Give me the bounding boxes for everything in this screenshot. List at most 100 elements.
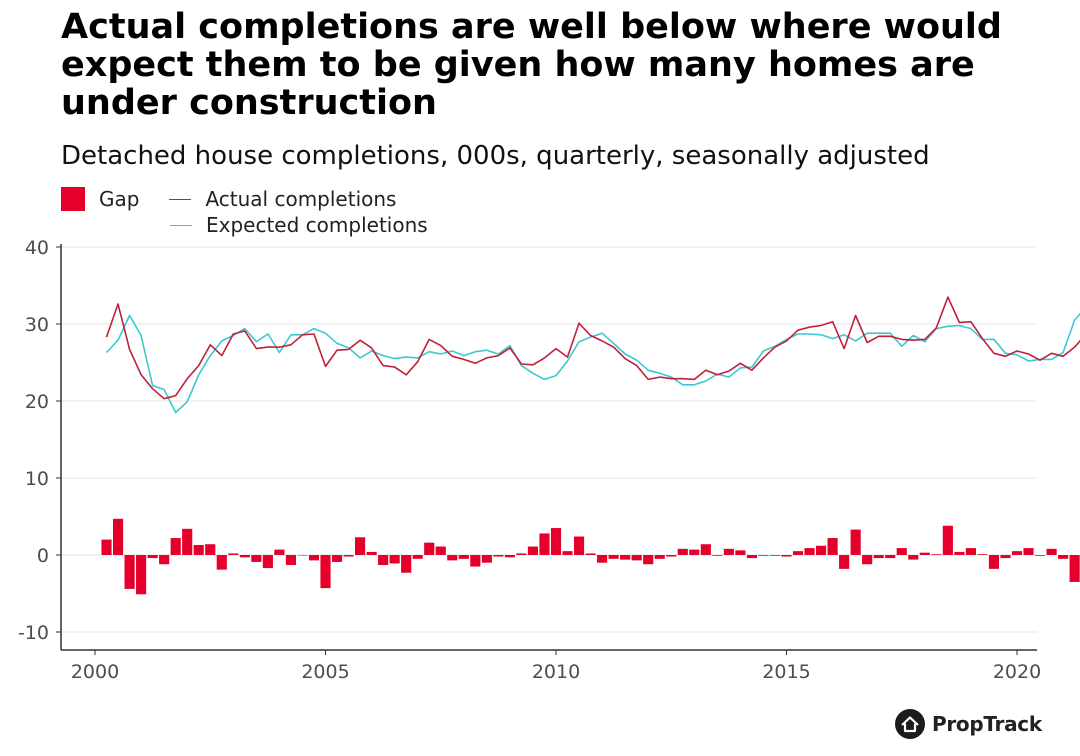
gap-bar bbox=[608, 555, 619, 559]
grid-lines bbox=[61, 246, 1037, 633]
gap-bar bbox=[447, 555, 458, 561]
gap-bar bbox=[643, 555, 654, 565]
gap-bar bbox=[631, 555, 642, 561]
gap-bar bbox=[251, 555, 262, 562]
gap-bar bbox=[516, 553, 527, 555]
gap-bar bbox=[850, 529, 861, 555]
x-tick-label: 2020 bbox=[993, 661, 1041, 683]
gap-bar bbox=[942, 525, 953, 555]
gap-bar bbox=[308, 555, 320, 561]
gap-bar bbox=[988, 555, 1000, 569]
gap-bar bbox=[919, 552, 930, 555]
gap-bar bbox=[723, 548, 734, 555]
chart-subtitle: Detached house completions, 000s, quarte… bbox=[61, 141, 930, 171]
gap-bar bbox=[274, 549, 285, 555]
gap-bar bbox=[182, 528, 193, 555]
gap-bar bbox=[331, 555, 343, 562]
legend-row-2: Expected completions bbox=[61, 212, 428, 238]
gap-bar bbox=[412, 555, 423, 559]
gap-bar bbox=[285, 555, 296, 566]
gap-bar bbox=[112, 518, 124, 555]
gap-bar bbox=[355, 537, 366, 555]
gap-bar bbox=[147, 555, 158, 559]
gap-bar bbox=[170, 538, 181, 555]
gap-bar bbox=[735, 550, 746, 555]
gap-bar bbox=[758, 555, 769, 556]
gap-bar bbox=[1000, 555, 1011, 559]
gap-bar bbox=[1023, 548, 1034, 555]
gap-bar bbox=[839, 555, 850, 569]
legend-gap-swatch bbox=[61, 187, 85, 211]
gap-bar bbox=[746, 555, 757, 559]
gap-bar bbox=[654, 555, 665, 559]
home-icon bbox=[895, 709, 925, 739]
gap-bar bbox=[816, 545, 827, 555]
y-tick-label: 10 bbox=[25, 468, 49, 490]
gap-bar bbox=[366, 551, 377, 555]
gap-bar bbox=[965, 548, 976, 555]
gap-bar bbox=[689, 549, 700, 555]
brand-name: PropTrack bbox=[932, 712, 1042, 736]
gap-bar bbox=[378, 555, 389, 566]
gap-bar bbox=[401, 555, 412, 573]
legend-actual-label: Actual completions bbox=[205, 187, 397, 211]
gap-bar bbox=[228, 553, 239, 555]
series-lines bbox=[105, 296, 1080, 414]
chart-title: Actual completions are well below where … bbox=[61, 7, 1002, 123]
gap-bar bbox=[1069, 555, 1080, 582]
gap-bar bbox=[435, 546, 446, 555]
gap-bar bbox=[101, 539, 112, 555]
gap-bar bbox=[470, 555, 481, 567]
gap-bar bbox=[539, 533, 550, 555]
y-tick-label: 0 bbox=[37, 545, 49, 567]
gap-bar bbox=[320, 555, 331, 589]
gap-bar bbox=[908, 555, 919, 560]
y-tick-label: -10 bbox=[18, 622, 49, 644]
gap-bar bbox=[527, 546, 539, 555]
gap-bar bbox=[677, 548, 688, 555]
gap-bar bbox=[343, 555, 354, 557]
gap-bar bbox=[700, 544, 711, 555]
gap-bar bbox=[550, 528, 562, 555]
gap-bar bbox=[804, 548, 815, 555]
legend-expected-label: Expected completions bbox=[206, 213, 428, 237]
gap-bar bbox=[239, 555, 250, 558]
tick-labels: -10 0 10 20 30 40 2000 2005 2010 2015 2020 bbox=[18, 237, 1041, 683]
chart-legend: Gap Actual completions Expected completi… bbox=[61, 186, 428, 238]
gap-bar bbox=[1011, 551, 1023, 555]
gap-bar bbox=[827, 538, 838, 555]
y-tick-label: 40 bbox=[25, 237, 49, 259]
gap-bar bbox=[931, 554, 942, 555]
gap-bar bbox=[424, 542, 435, 555]
legend-row-1: Gap Actual completions bbox=[61, 186, 428, 212]
gap-bar bbox=[124, 555, 135, 589]
gap-bar bbox=[885, 555, 896, 559]
gap-bar bbox=[862, 555, 873, 565]
y-tick-label: 30 bbox=[25, 314, 49, 336]
gap-bar bbox=[977, 554, 988, 555]
y-tick-label: 20 bbox=[25, 391, 49, 413]
gap-bars bbox=[101, 518, 1080, 595]
gap-bar bbox=[620, 555, 631, 560]
x-tick-label: 2005 bbox=[301, 661, 349, 683]
gap-bar bbox=[504, 555, 515, 558]
gap-bar bbox=[159, 555, 170, 565]
gap-bar bbox=[781, 555, 792, 557]
gap-bar bbox=[297, 555, 308, 556]
gap-bar bbox=[873, 555, 884, 559]
gap-bar bbox=[769, 555, 781, 556]
legend-expected-line bbox=[170, 224, 192, 226]
gap-bar bbox=[389, 555, 400, 564]
gap-bar bbox=[136, 555, 147, 595]
x-tick-label: 2010 bbox=[532, 661, 580, 683]
gap-bar bbox=[493, 555, 504, 557]
gap-bar bbox=[481, 555, 492, 563]
x-tick-label: 2015 bbox=[762, 661, 810, 683]
gap-bar bbox=[1034, 555, 1046, 556]
gap-bar bbox=[216, 555, 227, 570]
gap-bar bbox=[712, 555, 723, 556]
gap-bar bbox=[193, 544, 204, 555]
gap-bar bbox=[896, 548, 907, 555]
gap-bar bbox=[562, 551, 573, 555]
